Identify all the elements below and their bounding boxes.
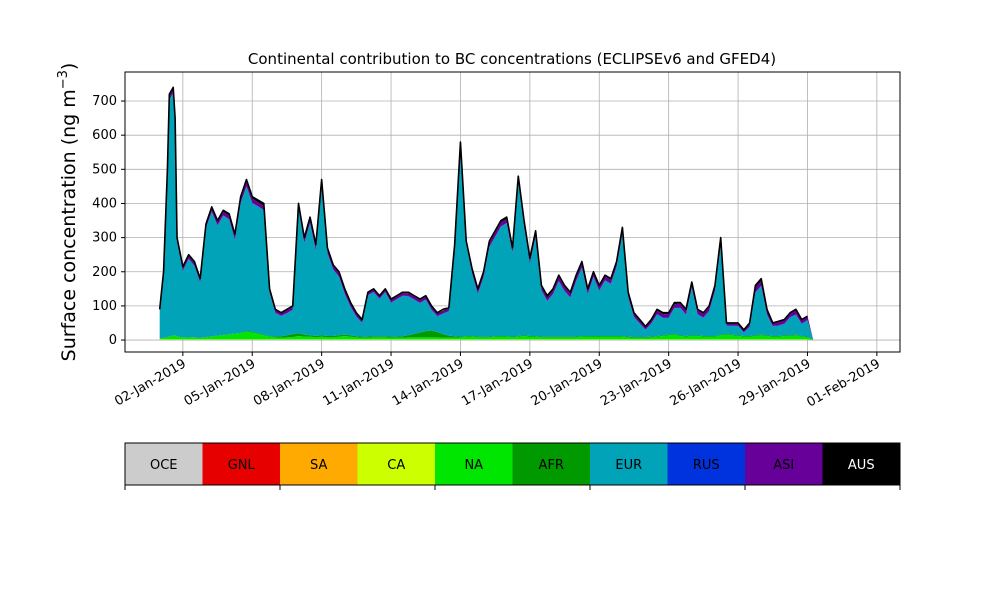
legend-swatch-gnl xyxy=(202,443,280,485)
total-line xyxy=(158,86,808,331)
y-axis: 0 100 200 300 400 500 600 700 xyxy=(92,94,125,348)
area-na xyxy=(159,331,877,341)
legend-swatch-rus xyxy=(667,443,745,485)
legend-label-na: NA xyxy=(464,458,483,473)
x-tick-label: 23-Jan-2019 xyxy=(598,356,675,409)
legend-swatch-oce xyxy=(125,443,203,485)
x-tick-label: 29-Jan-2019 xyxy=(737,356,814,409)
x-tick-label: 11-Jan-2019 xyxy=(320,356,397,409)
legend: OCE GNL SA CA NA AFR EUR RUS ASI AUS xyxy=(124,442,901,490)
legend-label-asi: ASI xyxy=(773,458,794,473)
axes-frame xyxy=(124,71,901,353)
total-line-layer xyxy=(158,86,808,331)
area-afr xyxy=(159,330,877,341)
x-tick-label: 02-Jan-2019 xyxy=(112,356,189,409)
legend-label-oce: OCE xyxy=(150,458,178,473)
y-axis-label-exponent: −3 xyxy=(56,70,71,89)
legend-swatch-asi xyxy=(745,443,823,485)
x-tick-label: 26-Jan-2019 xyxy=(667,356,744,409)
legend-label-aus: AUS xyxy=(848,458,875,473)
legend-label-sa: SA xyxy=(310,458,327,473)
y-tick-label: 700 xyxy=(92,94,117,109)
legend-label-ca: CA xyxy=(387,458,405,473)
x-axis: 02-Jan-201905-Jan-201908-Jan-201911-Jan-… xyxy=(112,352,883,410)
y-axis-label: Surface concentration (ng m−3) xyxy=(56,63,80,362)
y-axis-label-main: Surface concentration (ng m xyxy=(58,89,80,361)
x-tick-label: 17-Jan-2019 xyxy=(459,356,536,409)
legend-swatch-aus xyxy=(822,443,900,485)
y-tick-label: 600 xyxy=(92,128,117,143)
x-tick-label: 05-Jan-2019 xyxy=(182,356,259,409)
area-ca xyxy=(159,339,877,341)
legend-swatch-ca xyxy=(357,443,435,485)
x-tick-label: 20-Jan-2019 xyxy=(529,356,606,409)
legend-frame xyxy=(124,442,901,486)
legend-swatch-sa xyxy=(280,443,358,485)
legend-swatch-eur xyxy=(590,443,668,485)
y-tick-label: 100 xyxy=(92,299,117,314)
x-tick-label: 14-Jan-2019 xyxy=(390,356,467,409)
legend-label-afr: AFR xyxy=(539,458,564,473)
legend-swatch-afr xyxy=(512,443,590,485)
area-eur xyxy=(159,93,877,341)
y-axis-label-close: ) xyxy=(58,63,80,70)
x-tick-label: 08-Jan-2019 xyxy=(251,356,328,409)
plot-area: 0 100 200 300 400 500 600 700 02-Jan-201905-Jan… xyxy=(92,71,901,410)
y-tick-label: 300 xyxy=(92,231,117,246)
chart-title: Continental contribution to BC concentra… xyxy=(248,50,776,68)
legend-swatch-na xyxy=(435,443,513,485)
y-tick-label: 500 xyxy=(92,162,117,177)
stacked-areas xyxy=(159,87,877,341)
legend-label-rus: RUS xyxy=(693,458,720,473)
y-tick-label: 400 xyxy=(92,196,117,211)
y-tick-label: 200 xyxy=(92,265,117,280)
legend-label-eur: EUR xyxy=(615,458,642,473)
x-tick-label: 01-Feb-2019 xyxy=(804,356,883,410)
legend-label-gnl: GNL xyxy=(228,458,256,473)
y-tick-label: 0 xyxy=(109,333,117,348)
